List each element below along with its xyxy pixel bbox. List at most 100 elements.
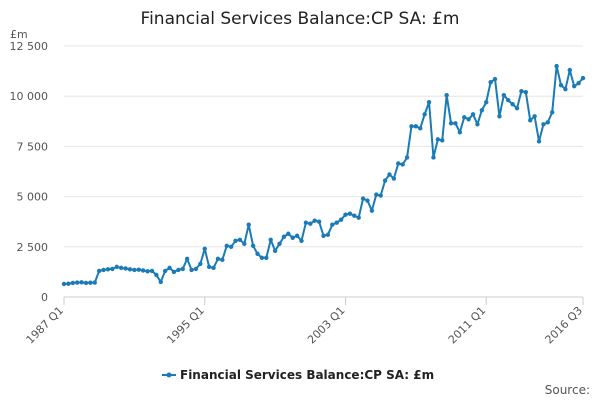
- data-point[interactable]: [396, 161, 401, 166]
- data-point[interactable]: [123, 266, 128, 271]
- data-point[interactable]: [523, 89, 529, 95]
- data-point[interactable]: [96, 268, 102, 274]
- data-point[interactable]: [550, 110, 555, 115]
- data-point[interactable]: [545, 120, 551, 125]
- data-point[interactable]: [466, 117, 471, 122]
- data-point[interactable]: [211, 265, 216, 271]
- data-point[interactable]: [308, 221, 313, 226]
- data-point[interactable]: [338, 217, 344, 222]
- data-point[interactable]: [79, 280, 84, 285]
- data-point[interactable]: [158, 279, 163, 285]
- data-point[interactable]: [378, 193, 383, 198]
- data-point[interactable]: [572, 83, 577, 89]
- data-point[interactable]: [294, 233, 300, 238]
- data-point[interactable]: [409, 124, 414, 129]
- data-point[interactable]: [176, 267, 181, 273]
- data-point[interactable]: [382, 178, 388, 183]
- data-point[interactable]: [316, 219, 322, 224]
- data-point[interactable]: [299, 238, 304, 243]
- data-point[interactable]: [272, 248, 278, 254]
- data-point[interactable]: [497, 114, 502, 119]
- data-point[interactable]: [519, 88, 524, 94]
- data-point[interactable]: [387, 172, 392, 177]
- data-point[interactable]: [462, 115, 467, 120]
- data-point[interactable]: [334, 220, 339, 225]
- data-point[interactable]: [281, 234, 287, 239]
- data-point[interactable]: [484, 100, 489, 105]
- data-point[interactable]: [277, 241, 282, 246]
- data-point[interactable]: [514, 106, 520, 111]
- data-point[interactable]: [167, 265, 172, 271]
- data-point[interactable]: [532, 114, 537, 119]
- data-point[interactable]: [233, 238, 238, 243]
- data-point[interactable]: [418, 126, 423, 131]
- data-point[interactable]: [492, 76, 498, 82]
- data-point[interactable]: [391, 176, 397, 181]
- data-point[interactable]: [105, 267, 111, 272]
- data-point[interactable]: [528, 118, 533, 123]
- data-point[interactable]: [501, 93, 507, 98]
- data-point[interactable]: [228, 244, 234, 249]
- data-point[interactable]: [114, 264, 119, 270]
- data-point[interactable]: [171, 269, 177, 275]
- data-point[interactable]: [536, 139, 542, 144]
- data-point[interactable]: [303, 220, 309, 225]
- data-point[interactable]: [255, 251, 260, 257]
- data-point[interactable]: [110, 266, 115, 272]
- data-point[interactable]: [149, 268, 155, 274]
- data-point[interactable]: [215, 256, 221, 262]
- data-point[interactable]: [475, 122, 480, 127]
- data-point[interactable]: [321, 233, 326, 238]
- data-point[interactable]: [576, 80, 581, 86]
- data-point[interactable]: [224, 243, 229, 248]
- data-point[interactable]: [264, 255, 269, 261]
- data-point[interactable]: [479, 108, 485, 113]
- data-point[interactable]: [374, 192, 379, 197]
- data-point[interactable]: [180, 266, 185, 272]
- data-point[interactable]: [206, 264, 212, 270]
- data-point[interactable]: [61, 281, 67, 287]
- data-point[interactable]: [554, 63, 559, 69]
- data-point[interactable]: [242, 241, 247, 246]
- data-point[interactable]: [444, 93, 449, 98]
- data-point[interactable]: [457, 130, 463, 135]
- data-point[interactable]: [140, 268, 146, 273]
- data-point[interactable]: [510, 102, 515, 107]
- data-point[interactable]: [347, 211, 353, 216]
- data-point[interactable]: [154, 272, 159, 278]
- data-point[interactable]: [563, 86, 568, 92]
- data-point[interactable]: [422, 112, 427, 117]
- data-point[interactable]: [66, 281, 71, 286]
- data-point[interactable]: [189, 267, 194, 273]
- data-point[interactable]: [145, 269, 150, 274]
- data-point[interactable]: [83, 280, 89, 286]
- data-point[interactable]: [325, 232, 331, 237]
- data-point[interactable]: [352, 213, 357, 218]
- data-point[interactable]: [198, 261, 203, 267]
- data-point[interactable]: [567, 67, 573, 73]
- data-point[interactable]: [360, 196, 366, 201]
- data-point[interactable]: [290, 235, 295, 240]
- data-point[interactable]: [286, 231, 291, 236]
- data-point[interactable]: [369, 208, 375, 213]
- data-point[interactable]: [558, 82, 564, 88]
- data-point[interactable]: [259, 255, 265, 261]
- data-point[interactable]: [101, 267, 106, 273]
- data-point[interactable]: [132, 267, 137, 273]
- data-point[interactable]: [541, 122, 546, 127]
- data-point[interactable]: [184, 256, 190, 262]
- data-point[interactable]: [440, 138, 445, 143]
- data-point[interactable]: [74, 280, 80, 285]
- data-point[interactable]: [431, 155, 436, 160]
- data-point[interactable]: [470, 112, 476, 117]
- data-point[interactable]: [162, 268, 168, 274]
- data-point[interactable]: [435, 137, 441, 142]
- data-point[interactable]: [127, 267, 133, 272]
- data-point[interactable]: [268, 237, 273, 242]
- data-point[interactable]: [453, 121, 458, 126]
- data-point[interactable]: [246, 222, 251, 227]
- data-point[interactable]: [70, 280, 76, 286]
- data-point[interactable]: [343, 212, 348, 217]
- data-point[interactable]: [506, 98, 511, 103]
- data-point[interactable]: [400, 162, 405, 167]
